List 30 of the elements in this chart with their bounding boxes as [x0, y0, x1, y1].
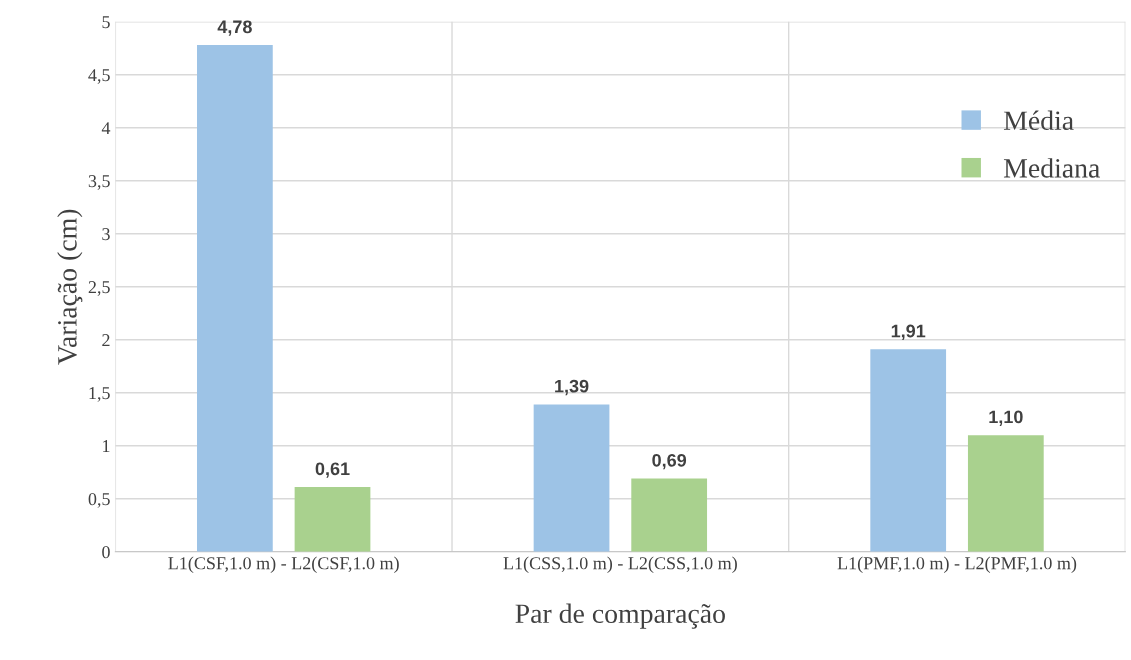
y-axis-title: Variação (cm) [57, 209, 83, 365]
y-tick-label: 2 [102, 334, 110, 347]
data-label: 4,78 [217, 20, 252, 36]
data-label: 0,61 [315, 462, 350, 478]
y-tick-label: 3,5 [88, 175, 110, 190]
y-tick-label: 5 [102, 16, 110, 29]
legend-label: Média [1003, 110, 1074, 131]
x-tick-label: L1(CSS,1.0 m) - L2(CSS,1.0 m) [503, 556, 737, 573]
y-tick-label: 0 [102, 546, 110, 559]
data-label: 1,10 [989, 410, 1023, 426]
y-tick-label: 1,5 [89, 387, 110, 402]
y-tick-label: 2,5 [88, 281, 110, 296]
x-axis-title: Par de comparação [515, 603, 725, 629]
y-tick-label: 0,5 [88, 493, 110, 508]
data-label: 1,91 [891, 324, 926, 341]
legend-label: Mediana [1003, 158, 1100, 178]
bar [197, 45, 273, 552]
bar [631, 478, 708, 552]
x-tick-label: L1(CSF,1.0 m) - L2(CSF,1.0 m) [168, 556, 399, 573]
bar [533, 404, 610, 552]
y-tick-label: 3 [102, 228, 110, 241]
x-tick-label: L1(PMF,1.0 m) - L2(PMF,1.0 m) [837, 556, 1077, 573]
bar [870, 349, 947, 552]
bar [967, 435, 1044, 552]
y-tick-label: 1 [103, 440, 110, 453]
data-label: 1,39 [555, 379, 589, 396]
y-tick-label: 4,5 [88, 69, 110, 84]
bar [294, 487, 371, 552]
y-tick-label: 4 [101, 122, 111, 135]
data-label: 0,69 [652, 453, 687, 470]
